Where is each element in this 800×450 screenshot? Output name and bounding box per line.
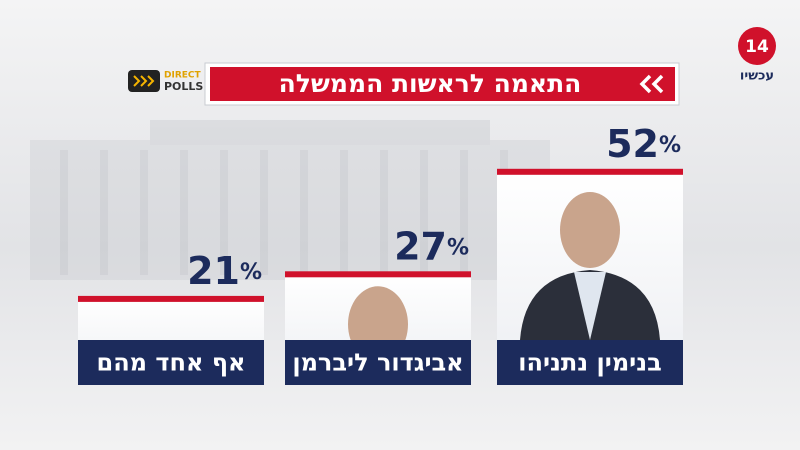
category-label: בנימין נתניהו — [518, 349, 662, 377]
poll-brand-top: DIRECT — [164, 71, 202, 81]
bar-top-line — [285, 271, 471, 278]
title-chevrons — [639, 74, 664, 94]
channel-name: עכשיו — [740, 69, 774, 84]
name-box — [285, 340, 471, 385]
head — [560, 192, 620, 268]
category-label: אביגדור ליברמן — [292, 349, 463, 377]
value-label: 52% — [606, 121, 681, 165]
chart-title: התאמה לראשות הממשלה — [279, 69, 582, 98]
shirt — [574, 272, 606, 340]
poll-brand-bottom: POLLS — [164, 80, 203, 93]
name-box — [497, 340, 683, 385]
title-bar — [210, 67, 675, 101]
value-label: 27% — [394, 224, 469, 268]
person-photo — [520, 192, 660, 340]
bar-top-line — [497, 168, 683, 175]
poll-logo — [128, 70, 160, 92]
bar-top-line — [78, 295, 264, 302]
channel-number: 14 — [745, 37, 769, 57]
category-label: אף אחד מהם — [96, 349, 245, 377]
value-label: 21% — [187, 248, 262, 292]
building-backdrop — [30, 120, 550, 280]
name-box — [78, 340, 264, 385]
channel-logo — [738, 27, 776, 65]
